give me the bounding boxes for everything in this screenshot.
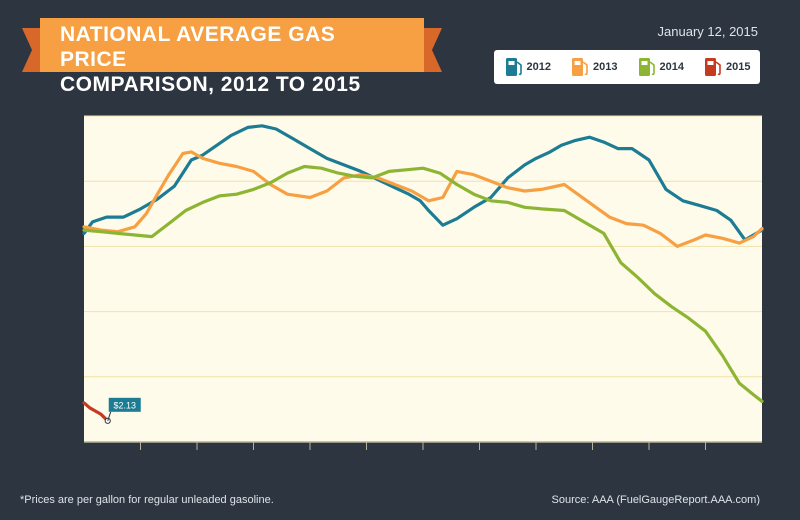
y-tick-label: $4.00	[46, 109, 76, 123]
chart-title: NATIONAL AVERAGE GAS PRICE COMPARISON, 2…	[60, 22, 390, 97]
legend-item-2015: 2015	[703, 56, 750, 78]
y-tick-label: $2.00	[46, 435, 76, 449]
x-tick-label: Feb.	[157, 458, 181, 472]
chart-title-line2: COMPARISON, 2012 TO 2015	[60, 73, 361, 96]
annotation-box	[108, 397, 141, 412]
date-label: January 12, 2015	[657, 24, 758, 39]
y-axis-ticks: $4.00 $3.60 $3.20 $2.80 $2.40 $2.00	[46, 109, 76, 449]
legend-item-2013: 2013	[570, 56, 617, 78]
x-tick-label: June	[382, 458, 408, 472]
annotation-label: $2.13	[113, 400, 136, 410]
y-tick-label: $3.20	[46, 239, 76, 253]
x-tick-label: Oct.	[610, 458, 632, 472]
gas-pump-icon	[572, 58, 588, 76]
annotation-leader	[107, 411, 112, 421]
chart-title-line1: NATIONAL AVERAGE GAS PRICE	[60, 23, 336, 71]
y-tick-label: $2.80	[46, 305, 76, 319]
x-tick-label: Dec.	[721, 458, 746, 472]
banner-ribbon	[22, 18, 442, 72]
x-tick-label: May	[327, 458, 350, 472]
x-axis-ticks: Jan. Feb. Mar. Apr. May June July Aug. Sept. Oct.…	[101, 442, 746, 472]
x-tick-label: Aug.	[495, 458, 520, 472]
x-tick-label: Jan.	[101, 458, 124, 472]
plot-area	[84, 116, 762, 442]
footnote: *Prices are per gallon for regular unlea…	[20, 494, 274, 506]
legend-label: 2012	[526, 61, 551, 73]
series-line-2015	[82, 401, 110, 423]
series-lines	[82, 124, 764, 423]
legend-label: 2013	[593, 61, 618, 73]
y-tick-label: $3.60	[46, 174, 76, 188]
x-tick-label: Nov.	[665, 458, 689, 472]
x-tick-label: Mar.	[214, 458, 237, 472]
legend-label: 2014	[659, 61, 684, 73]
source-note: Source: AAA (FuelGaugeReport.AAA.com)	[551, 494, 761, 506]
legend-item-2012: 2012	[504, 56, 551, 78]
gas-pump-icon	[705, 58, 721, 76]
series-line-2012	[82, 124, 764, 242]
series-line-2013	[82, 150, 764, 248]
y-tick-label: $2.40	[46, 370, 76, 384]
annotation: $2.13	[104, 397, 141, 424]
title-banner: NATIONAL AVERAGE GAS PRICE COMPARISON, 2…	[22, 14, 442, 96]
gas-pump-icon	[638, 58, 655, 76]
series-line-2014	[82, 164, 764, 403]
legend-label: 2015	[726, 61, 751, 73]
gas-pump-icon	[505, 58, 522, 76]
legend-item-2014: 2014	[637, 56, 684, 78]
x-tick-label: Sept.	[550, 458, 578, 472]
x-tick-label: Apr.	[271, 458, 292, 472]
x-tick-label: July	[441, 458, 462, 472]
legend: 2012 2013 2014 2015	[494, 50, 760, 84]
